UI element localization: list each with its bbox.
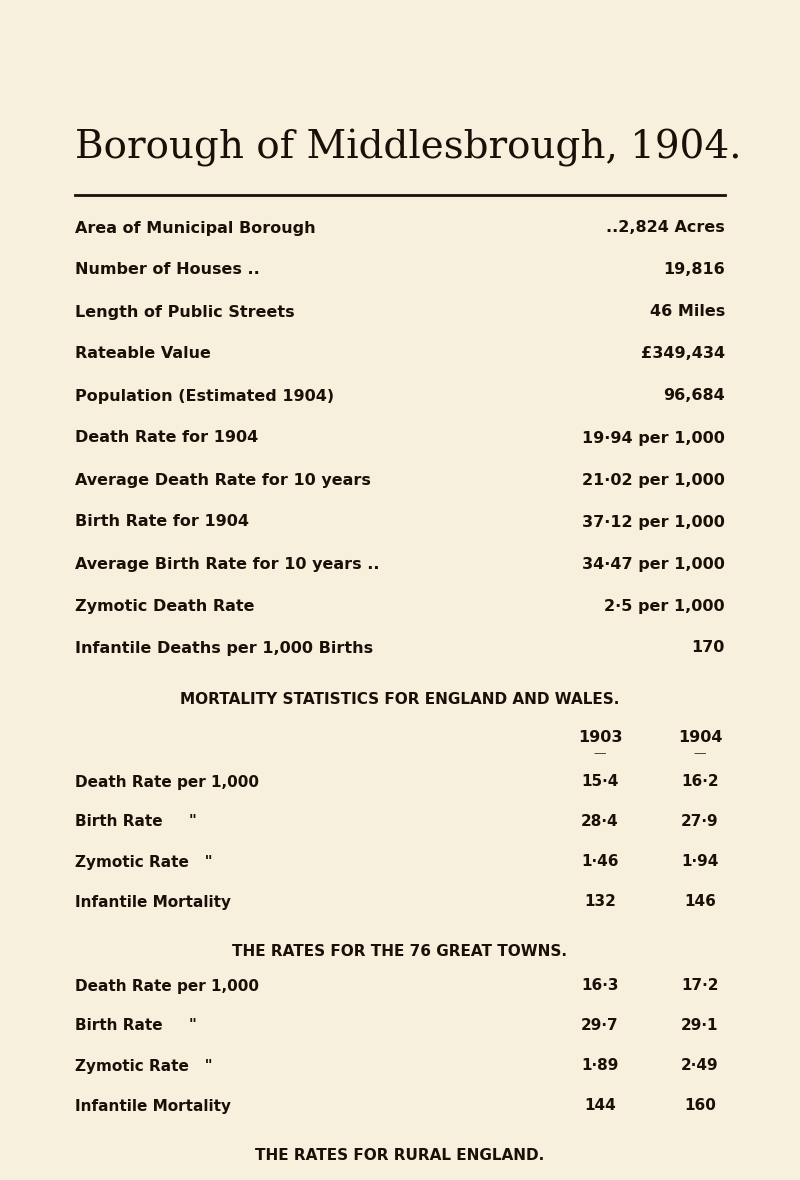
Text: 1·94: 1·94 xyxy=(682,854,718,870)
Text: £349,434: £349,434 xyxy=(641,347,725,361)
Text: 16·3: 16·3 xyxy=(582,978,618,994)
Text: THE RATES FOR THE 76 GREAT TOWNS.: THE RATES FOR THE 76 GREAT TOWNS. xyxy=(233,944,567,959)
Text: 46 Miles: 46 Miles xyxy=(650,304,725,320)
Text: Birth Rate     ": Birth Rate " xyxy=(75,814,197,830)
Text: 17·2: 17·2 xyxy=(682,978,718,994)
Text: 29·7: 29·7 xyxy=(581,1018,619,1034)
Text: Death Rate for 1904: Death Rate for 1904 xyxy=(75,431,258,446)
Text: Birth Rate for 1904: Birth Rate for 1904 xyxy=(75,514,249,530)
Text: —: — xyxy=(594,747,606,760)
Text: 2·5 per 1,000: 2·5 per 1,000 xyxy=(604,598,725,614)
Text: 19·94 per 1,000: 19·94 per 1,000 xyxy=(582,431,725,446)
Text: Infantile Deaths per 1,000 Births: Infantile Deaths per 1,000 Births xyxy=(75,641,373,656)
Text: Infantile Mortality: Infantile Mortality xyxy=(75,1099,231,1114)
Text: 19,816: 19,816 xyxy=(663,262,725,277)
Text: THE RATES FOR RURAL ENGLAND.: THE RATES FOR RURAL ENGLAND. xyxy=(255,1148,545,1163)
Text: Number of Houses ..: Number of Houses .. xyxy=(75,262,260,277)
Text: 96,684: 96,684 xyxy=(663,388,725,404)
Text: Death Rate per 1,000: Death Rate per 1,000 xyxy=(75,978,259,994)
Text: Area of Municipal Borough: Area of Municipal Borough xyxy=(75,221,316,236)
Text: 1·46: 1·46 xyxy=(582,854,618,870)
Text: 146: 146 xyxy=(684,894,716,910)
Text: 27·9: 27·9 xyxy=(681,814,719,830)
Text: Average Death Rate for 10 years: Average Death Rate for 10 years xyxy=(75,472,371,487)
Text: Zymotic Rate   ": Zymotic Rate " xyxy=(75,854,213,870)
Text: 2·49: 2·49 xyxy=(681,1058,719,1074)
Text: 1903: 1903 xyxy=(578,730,622,746)
Text: 37·12 per 1,000: 37·12 per 1,000 xyxy=(582,514,725,530)
Text: 144: 144 xyxy=(584,1099,616,1114)
Text: 16·2: 16·2 xyxy=(681,774,719,789)
Text: ..2,824 Acres: ..2,824 Acres xyxy=(606,221,725,236)
Text: MORTALITY STATISTICS FOR ENGLAND AND WALES.: MORTALITY STATISTICS FOR ENGLAND AND WAL… xyxy=(180,693,620,708)
Text: Rateable Value: Rateable Value xyxy=(75,347,211,361)
Text: 21·02 per 1,000: 21·02 per 1,000 xyxy=(582,472,725,487)
Text: Length of Public Streets: Length of Public Streets xyxy=(75,304,294,320)
Text: —: — xyxy=(694,747,706,760)
Text: Infantile Mortality: Infantile Mortality xyxy=(75,894,231,910)
Text: 34·47 per 1,000: 34·47 per 1,000 xyxy=(582,557,725,571)
Text: Population (Estimated 1904): Population (Estimated 1904) xyxy=(75,388,334,404)
Text: Zymotic Rate   ": Zymotic Rate " xyxy=(75,1058,213,1074)
Text: 132: 132 xyxy=(584,894,616,910)
Text: Zymotic Death Rate: Zymotic Death Rate xyxy=(75,598,254,614)
Text: 15·4: 15·4 xyxy=(582,774,618,789)
Text: 29·1: 29·1 xyxy=(682,1018,718,1034)
Text: Borough of Middlesbrough, 1904.: Borough of Middlesbrough, 1904. xyxy=(75,129,742,168)
Text: Death Rate per 1,000: Death Rate per 1,000 xyxy=(75,774,259,789)
Text: Average Birth Rate for 10 years ..: Average Birth Rate for 10 years .. xyxy=(75,557,379,571)
Text: 170: 170 xyxy=(692,641,725,656)
Text: 1904: 1904 xyxy=(678,730,722,746)
Text: 28·4: 28·4 xyxy=(581,814,619,830)
Text: Birth Rate     ": Birth Rate " xyxy=(75,1018,197,1034)
Text: 1·89: 1·89 xyxy=(582,1058,618,1074)
Text: 160: 160 xyxy=(684,1099,716,1114)
